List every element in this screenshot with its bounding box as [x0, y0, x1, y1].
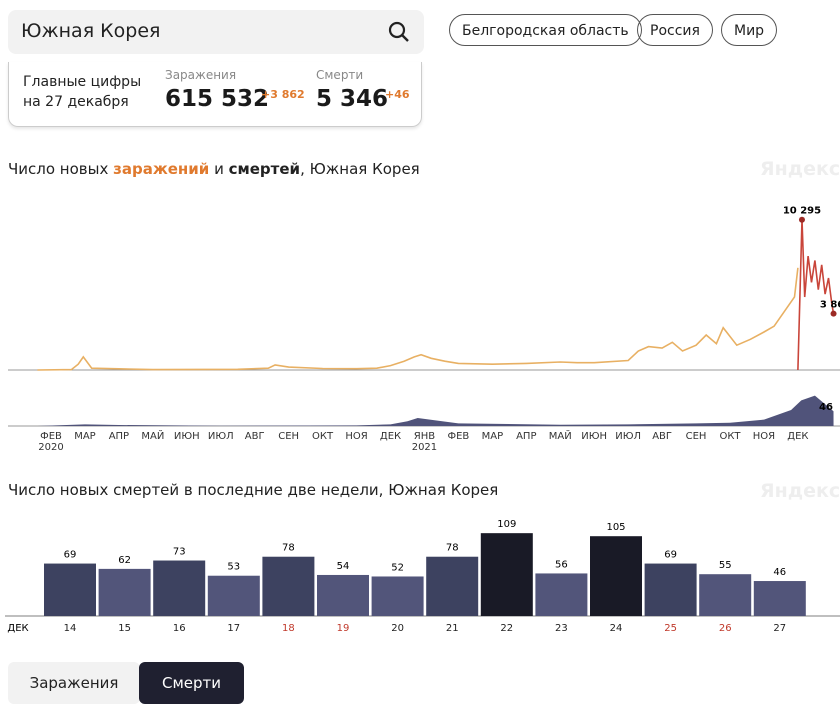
search-input[interactable]: Южная Корея: [21, 20, 161, 42]
cases-line-0: [37, 267, 799, 371]
x-tick-label: ОКТ: [312, 431, 334, 442]
bar-day-label: 23: [555, 623, 568, 634]
x-tick-label: ЯНВ 2021: [411, 431, 438, 453]
region-world[interactable]: Мир: [721, 14, 778, 46]
bar-day-label: 26: [719, 623, 732, 634]
bar[interactable]: [371, 576, 424, 616]
bar[interactable]: [699, 574, 752, 616]
tab-deaths[interactable]: Смерти: [139, 662, 244, 704]
bar[interactable]: [44, 563, 96, 616]
cases-total: 615 532: [165, 86, 270, 112]
bar-value-label: 69: [664, 550, 677, 561]
bar-day-label: 25: [664, 623, 677, 634]
x-tick-label: ИЮН: [581, 431, 608, 442]
bar-value-label: 78: [282, 543, 295, 554]
bar-value-label: 56: [555, 559, 568, 570]
bar-day-label: 19: [337, 623, 350, 634]
x-tick-label: ДЕК: [787, 431, 809, 442]
x-tick-label: ОКТ: [719, 431, 741, 442]
x-tick-label: ИЮЛ: [615, 431, 642, 442]
bar-day-label: 22: [500, 623, 513, 634]
cases-deaths-chart: 10 295 3 862 46: [8, 206, 840, 427]
chart1-title: Число новых заражений и смертей, Южная К…: [8, 160, 420, 178]
x-tick-label: АВГ: [652, 431, 672, 442]
bar-day-label: 24: [610, 623, 623, 634]
x-tick-label: СЕН: [278, 431, 300, 442]
bar-value-label: 62: [118, 555, 131, 566]
x-tick-label: МАЙ: [548, 431, 572, 442]
search-box[interactable]: Южная Корея: [8, 10, 424, 54]
summary-heading: Главные цифры: [23, 74, 142, 90]
bar-value-label: 69: [64, 550, 77, 561]
bar-value-label: 73: [173, 547, 186, 558]
bar-value-label: 54: [337, 561, 350, 572]
x-tick-label: МАР: [481, 431, 504, 442]
bar-day-label: 15: [118, 623, 131, 634]
bar-value-label: 78: [446, 543, 459, 554]
bar-day-label: 20: [391, 623, 404, 634]
bar-day-label: 16: [173, 623, 186, 634]
bar[interactable]: [207, 575, 260, 616]
cases-label: Заражения: [165, 68, 237, 82]
bar-day-label: 21: [446, 623, 459, 634]
bar[interactable]: [535, 573, 588, 616]
bar-day-label: 27: [773, 623, 786, 634]
summary-card: Главные цифры на 27 декабря Заражения 61…: [8, 62, 422, 127]
bar[interactable]: [590, 536, 642, 616]
chart2-title: Число новых смертей в последние две неде…: [8, 481, 499, 499]
yandex-watermark: Яндекс: [760, 158, 840, 180]
deaths-area: [37, 395, 834, 426]
x-tick-label: ФЕВ: [447, 431, 470, 442]
bar-value-label: 105: [606, 522, 625, 533]
bar[interactable]: [426, 556, 479, 616]
deaths-last-label: 46: [819, 402, 833, 413]
last-label: 3 862: [820, 300, 840, 311]
deaths-label: Смерти: [316, 68, 364, 82]
x-tick-label: ДЕК: [379, 431, 402, 442]
deaths-bar-chart: ДЕК 69 14 62 15 73 16 53 17 78 18 54 19 52 20 78 21 109 22…: [5, 519, 840, 634]
bar-day-label: 17: [227, 623, 240, 634]
region-belgorod[interactable]: Белгородская область: [449, 14, 642, 46]
deaths-total: 5 346: [316, 86, 389, 112]
summary-date: на 27 декабря: [23, 94, 129, 110]
x-tick-label: АПР: [516, 431, 537, 442]
cases-line-1: [797, 219, 835, 371]
x-tick-label: МАР: [74, 431, 96, 442]
cases-delta: +3 862: [261, 88, 305, 101]
month-label: ДЕК: [7, 623, 28, 634]
x-tick-label: АВГ: [244, 431, 265, 442]
x-tick-label: ИЮЛ: [207, 431, 234, 442]
x-tick-label: СЕН: [685, 431, 707, 442]
bar-value-label: 109: [497, 519, 516, 530]
last-point: [830, 310, 837, 317]
region-russia[interactable]: Россия: [637, 14, 713, 46]
bar[interactable]: [644, 563, 697, 616]
bar[interactable]: [753, 581, 806, 616]
x-tick-label: МАЙ: [141, 431, 165, 442]
x-tick-label: НОЯ: [345, 431, 368, 442]
bar-value-label: 52: [391, 562, 404, 573]
search-icon[interactable]: [388, 21, 410, 43]
bar-value-label: 55: [719, 560, 732, 571]
deaths-delta: +46: [385, 88, 410, 101]
peak-point: [798, 216, 805, 223]
tab-cases[interactable]: Заражения: [8, 662, 140, 704]
x-tick-label: НОЯ: [752, 431, 776, 442]
yandex-watermark-2: Яндекс: [760, 480, 840, 502]
x-tick-label: ИЮН: [173, 431, 200, 442]
bar[interactable]: [317, 574, 369, 616]
x-tick-label: ФЕВ 2020: [38, 431, 64, 453]
bar[interactable]: [153, 560, 206, 616]
bar-value-label: 46: [773, 567, 786, 578]
x-tick-label: АПР: [108, 431, 130, 442]
bar[interactable]: [98, 568, 151, 616]
bar[interactable]: [262, 556, 315, 616]
peak-label: 10 295: [783, 206, 821, 217]
bar-value-label: 53: [227, 562, 240, 573]
bar[interactable]: [480, 533, 533, 616]
bar-day-label: 14: [64, 623, 77, 634]
bar-day-label: 18: [282, 623, 295, 634]
